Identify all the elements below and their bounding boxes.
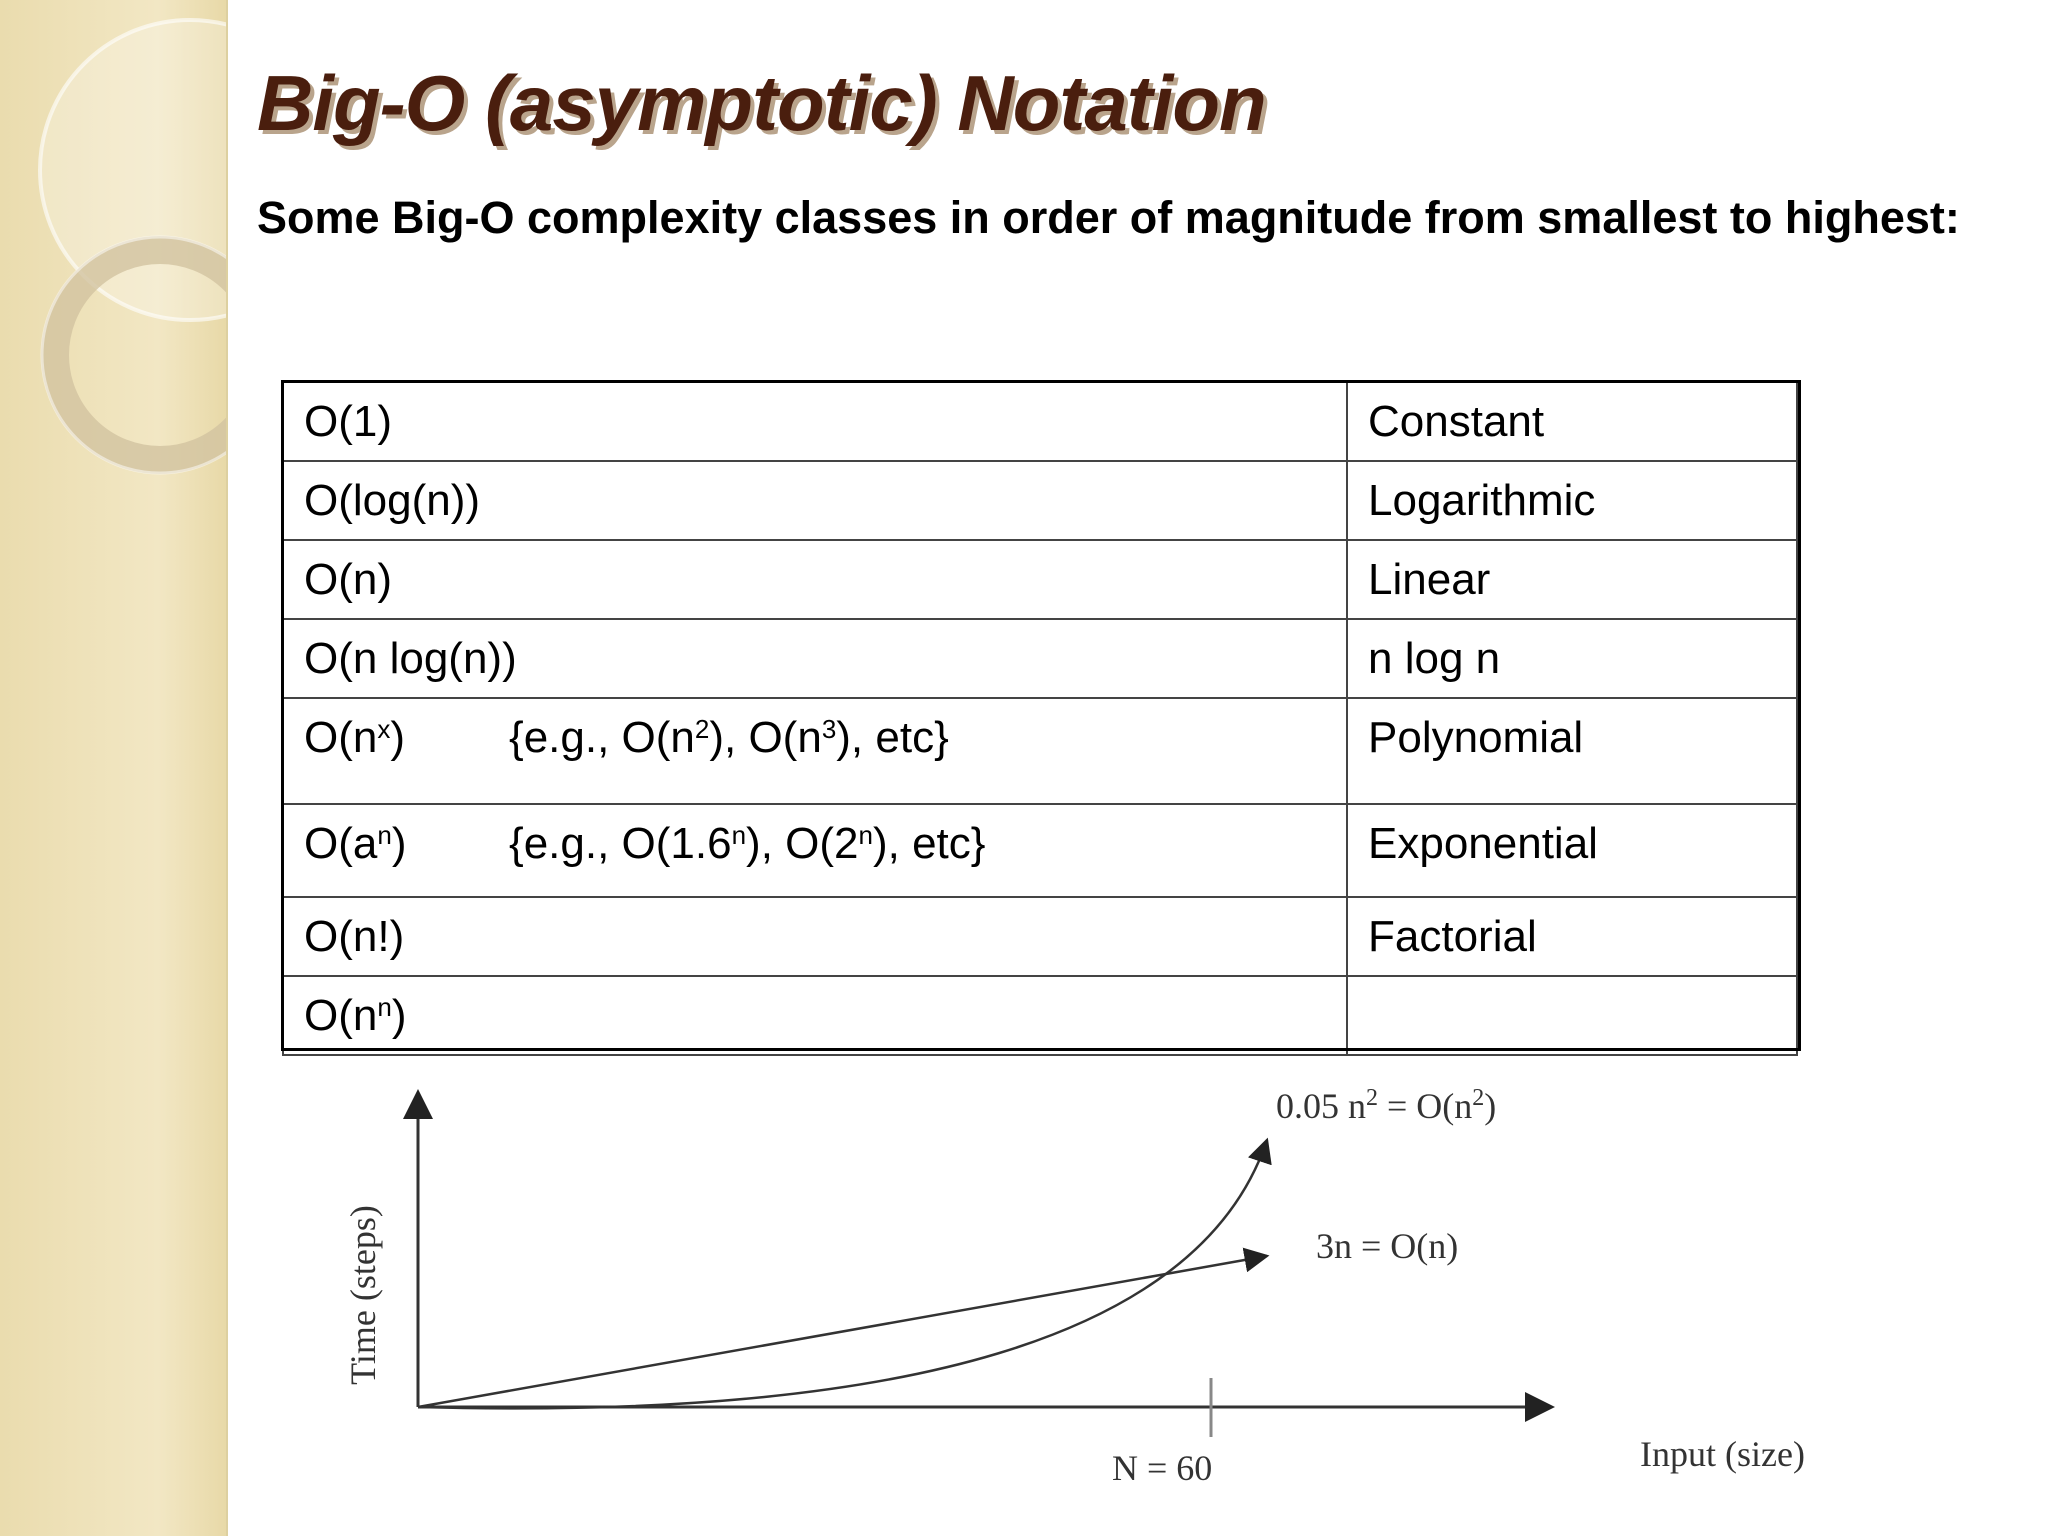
notation-cell: O(nx) {e.g., O(n2), O(n3), etc} [282, 697, 1348, 805]
text-segment: O(n) [304, 554, 392, 604]
table-row: O(n!) Factorial [282, 896, 1798, 977]
quadratic-label: 0.05 n2 = O(n2) [1276, 1085, 1496, 1126]
text-segment: ), etc} [872, 819, 986, 868]
text-segment: {e.g., O(n [509, 713, 695, 762]
name-cell: Polynomial [1346, 697, 1798, 805]
notation-cell: O(nn) [282, 975, 1348, 1056]
text-segment: O(n [304, 990, 378, 1040]
text-segment: O(log(n)) [304, 475, 481, 525]
notation-cell: O(1) [282, 381, 1348, 462]
name-cell: n log n [1346, 618, 1798, 699]
text-segment: = O(n [1378, 1086, 1472, 1126]
superscript: x [377, 714, 391, 744]
slide-title: Big-O (asymptotic) Notation [257, 59, 1267, 147]
name-cell: Factorial [1346, 896, 1798, 977]
name-cell [1346, 975, 1798, 1056]
superscript: 2 [1366, 1085, 1378, 1111]
linear-label: 3n = O(n) [1316, 1226, 1458, 1266]
text-segment: 0.05 n [1276, 1086, 1366, 1126]
slide-subtitle: Some Big-O complexity classes in order o… [257, 192, 1960, 243]
table-row: O(log(n)) Logarithmic [282, 460, 1798, 541]
text-segment: ), etc} [836, 713, 949, 762]
text-segment: ) [1484, 1086, 1496, 1126]
name-cell: Constant [1346, 381, 1798, 462]
text-segment: ), O(n [709, 713, 822, 762]
name-cell: Exponential [1346, 803, 1798, 898]
table-row: O(an) {e.g., O(1.6n), O(2n), etc} Exponent… [282, 803, 1798, 898]
notation-cell: O(n log(n)) [282, 618, 1348, 699]
notation-cell: O(an) {e.g., O(1.6n), O(2n), etc} [282, 803, 1348, 898]
superscript: n [858, 820, 873, 850]
table-row: O(nx) {e.g., O(n2), O(n3), etc} Polynomial [282, 697, 1798, 805]
table-row: O(n) Linear [282, 539, 1798, 620]
text-segment: O(n log(n)) [304, 633, 517, 683]
text-segment: O(a [304, 819, 378, 868]
table-row: O(nn) [282, 975, 1798, 1056]
example: {e.g., O(n2), O(n3), etc} [509, 713, 949, 763]
superscript: 2 [694, 714, 710, 744]
notation-cell: O(log(n)) [282, 460, 1348, 541]
text-segment: ) [391, 990, 407, 1040]
name-cell: Linear [1346, 539, 1798, 620]
text-segment: ), O(2 [746, 819, 859, 868]
x-axis-label: Input (size) [1640, 1434, 1805, 1474]
superscript: 3 [821, 714, 837, 744]
y-axis-label: Time (steps) [343, 1205, 383, 1385]
text-segment: O(n!) [304, 911, 405, 961]
n-label: N = 60 [1112, 1448, 1212, 1488]
superscript: n [731, 820, 747, 850]
text-segment: O(1) [304, 396, 392, 446]
quadratic-curve [417, 1137, 1272, 1410]
notation-cell: O(n) [282, 539, 1348, 620]
table-row: O(n log(n)) n log n [282, 618, 1798, 699]
superscript: n [377, 991, 392, 1022]
superscript: 2 [1472, 1085, 1484, 1111]
complexity-table: O(1) Constant O(log(n)) Logarithmic O(n) Line… [282, 381, 1798, 1056]
name-cell: Logarithmic [1346, 460, 1798, 541]
superscript: n [377, 820, 392, 850]
example: {e.g., O(1.6n), O(2n), etc} [509, 819, 985, 869]
text-segment: {e.g., O(1.6 [509, 819, 732, 868]
table-row: O(1) Constant [282, 381, 1798, 462]
notation-cell: O(n!) [282, 896, 1348, 977]
text-segment: ) [391, 819, 407, 868]
text-segment: O(n [304, 713, 378, 762]
text-segment: ) [390, 713, 406, 762]
linear-curve [417, 1247, 1270, 1409]
